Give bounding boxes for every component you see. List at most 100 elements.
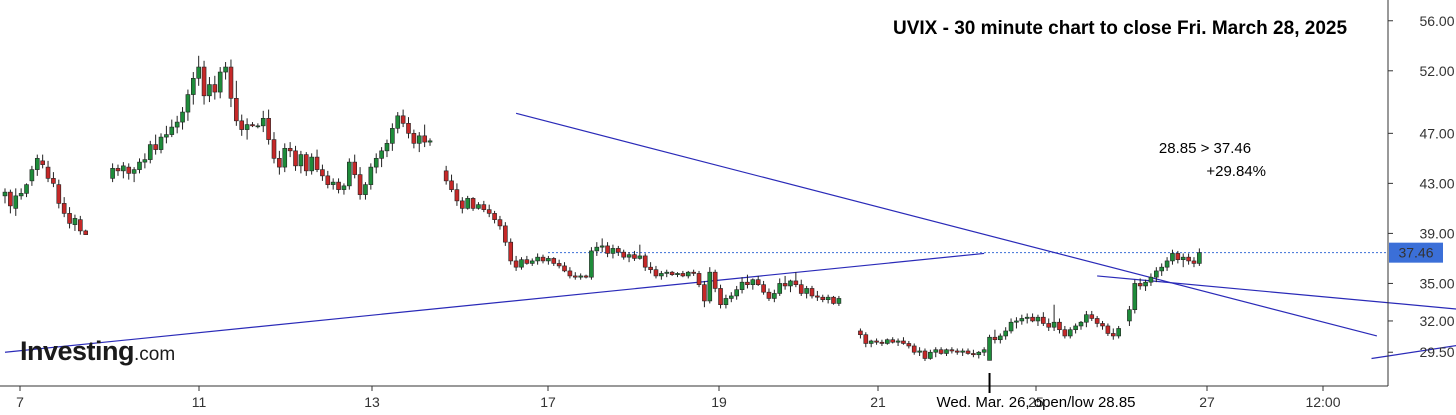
x-tick-label: 11 — [192, 394, 207, 410]
candle-body — [610, 248, 616, 254]
candle-body — [917, 350, 922, 353]
candle-body — [1116, 328, 1121, 337]
candle-body — [185, 94, 191, 113]
y-tick-label: 32.00 — [1419, 313, 1454, 329]
candle-body — [239, 120, 245, 130]
candle-body — [804, 288, 809, 294]
candle-body — [1100, 323, 1105, 327]
trendline — [1371, 345, 1456, 360]
candle-body — [465, 198, 470, 209]
candle-body — [1046, 323, 1052, 328]
candle-body — [309, 156, 314, 172]
candle-body — [1137, 283, 1143, 287]
candle-body — [766, 291, 772, 299]
candle-body — [728, 295, 734, 299]
candle-body — [1170, 253, 1175, 262]
candle-body — [131, 169, 137, 174]
candle-body — [470, 198, 476, 209]
candle-body — [992, 336, 998, 341]
investing-logo: Investing.com — [20, 336, 175, 367]
candle-body — [901, 340, 906, 344]
candle-body — [336, 181, 341, 190]
candle-body — [174, 121, 180, 128]
candle-body — [702, 284, 707, 302]
candle-body — [379, 150, 384, 159]
candle-body — [599, 245, 605, 248]
candle-body — [879, 341, 885, 344]
candle-body — [180, 111, 185, 123]
candle-body — [895, 340, 901, 343]
candle-body — [234, 98, 239, 122]
candle-body — [115, 168, 121, 172]
y-tick-label: 56.00 — [1419, 13, 1454, 29]
candle-body — [562, 265, 567, 272]
candle-body — [987, 336, 992, 361]
candle-body — [40, 160, 45, 165]
candle-body — [497, 219, 503, 227]
candle-body — [1041, 316, 1046, 324]
candle-body — [454, 189, 460, 202]
candle-body — [815, 295, 820, 298]
candle-body — [1094, 318, 1100, 324]
candle-body — [546, 258, 551, 262]
candle-body — [1105, 325, 1111, 334]
candle-body — [45, 166, 51, 179]
x-tick-label: 7 — [16, 394, 24, 410]
candle-body — [126, 166, 132, 174]
candle-body — [863, 334, 869, 344]
candle-body — [2, 191, 8, 197]
candle-body — [761, 284, 766, 293]
candle-body — [965, 350, 971, 354]
candle-body — [357, 174, 363, 195]
candle-body — [653, 269, 659, 277]
candle-body — [363, 184, 368, 195]
candle-body — [675, 273, 680, 275]
candle-body — [406, 123, 411, 134]
candle-body — [578, 275, 583, 278]
candle-body — [476, 204, 481, 209]
candle-body — [594, 246, 600, 252]
y-tick-label: 47.00 — [1419, 125, 1454, 141]
candle-body — [798, 284, 804, 294]
candle-body — [72, 218, 78, 225]
candle-body — [492, 213, 497, 220]
candle-body — [572, 275, 578, 278]
candle-body — [621, 251, 627, 258]
candle-body — [427, 140, 433, 143]
candle-body — [390, 128, 395, 144]
candle-body — [971, 353, 976, 356]
candle-body — [954, 350, 960, 353]
trendlines-layer — [4, 112, 1456, 360]
candle-body — [723, 298, 729, 305]
candle-body — [626, 254, 632, 258]
candle-body — [868, 340, 874, 344]
candle-body — [191, 77, 196, 95]
x-tick-label: 21 — [870, 394, 886, 410]
last-price-tag — [1389, 242, 1443, 263]
candle-body — [217, 71, 223, 93]
candle-body — [589, 250, 594, 278]
candle-body — [583, 275, 589, 278]
candle-body — [777, 283, 783, 294]
candle-body — [1186, 256, 1191, 262]
candle-body — [820, 296, 826, 300]
candle-body — [449, 180, 454, 190]
candle-body — [147, 144, 153, 160]
candle-body — [788, 280, 793, 287]
logo-wordmark: Investing — [20, 336, 135, 366]
candle-body — [411, 133, 417, 144]
candle-body — [734, 289, 739, 297]
candle-body — [56, 184, 62, 204]
candle-body — [282, 148, 288, 168]
candle-body — [1110, 333, 1116, 337]
candle-body — [29, 169, 35, 182]
candle-body — [911, 345, 917, 353]
candle-body — [320, 169, 325, 177]
candle-body — [1019, 318, 1025, 322]
candle-body — [164, 134, 169, 138]
candle-body — [745, 281, 750, 285]
candle-body — [110, 168, 115, 179]
candle-body — [1003, 330, 1008, 337]
candle-body — [933, 349, 939, 353]
